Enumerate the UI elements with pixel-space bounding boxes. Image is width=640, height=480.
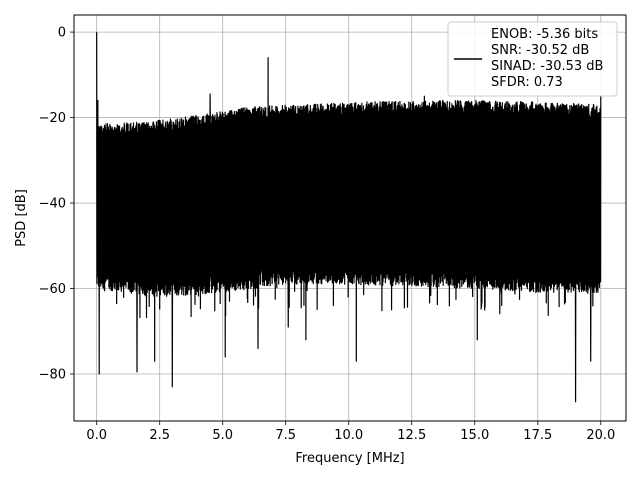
psd-series-line — [96, 32, 602, 403]
x-tick-label: 7.5 — [275, 428, 296, 443]
y-axis-label: PSD [dB] — [14, 189, 29, 247]
y-tick-label: −20 — [39, 111, 66, 126]
legend-entry: SNR: -30.52 dB — [491, 43, 589, 58]
legend-entry: ENOB: -5.36 bits — [491, 27, 598, 42]
legend-entry: SINAD: -30.53 dB — [491, 59, 603, 74]
x-tick-label: 10.0 — [334, 428, 363, 443]
x-tick-label: 20.0 — [586, 428, 615, 443]
x-tick-label: 15.0 — [460, 428, 489, 443]
x-tick-label: 17.5 — [523, 428, 552, 443]
y-tick-label: −60 — [39, 282, 66, 297]
legend-entry: SFDR: 0.73 — [491, 75, 563, 90]
x-tick-label: 2.5 — [149, 428, 170, 443]
x-tick-label: 12.5 — [397, 428, 426, 443]
y-tick-label: 0 — [58, 26, 66, 41]
plot-data-area — [96, 32, 602, 403]
x-tick-label: 5.0 — [212, 428, 233, 443]
y-tick-label: −40 — [39, 197, 66, 212]
legend-box — [447, 21, 618, 97]
x-axis-ticks: 0.0 2.5 5.0 7.5 10.0 12.5 15.0 17.5 20.0 — [86, 421, 615, 443]
x-tick-label: 0.0 — [86, 428, 107, 443]
x-axis-label: Frequency [MHz] — [295, 451, 404, 466]
plot-frame — [73, 14, 627, 422]
y-tick-label: −80 — [39, 367, 66, 382]
y-axis-ticks: 0 −20 −40 −60 −80 — [39, 26, 74, 382]
